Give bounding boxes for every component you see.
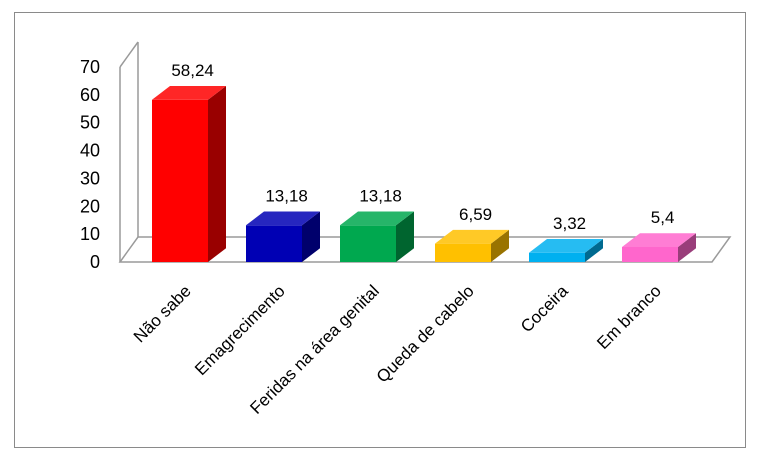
y-tick-label: 70 xyxy=(80,57,100,77)
bar-front xyxy=(246,225,302,262)
bar-front xyxy=(529,252,585,262)
category-label: Coceira xyxy=(517,281,572,336)
bar-side xyxy=(491,229,509,262)
bar-top xyxy=(622,233,696,247)
category-label: Não sabe xyxy=(130,281,195,346)
bar-side xyxy=(585,239,603,262)
bar-front xyxy=(340,225,396,262)
bar-top xyxy=(246,211,320,226)
y-tick-label: 0 xyxy=(90,252,100,272)
bar-top xyxy=(529,239,603,253)
data-label: 13,18 xyxy=(359,187,402,206)
category-label: Em branco xyxy=(593,281,665,353)
y-axis-top-edge xyxy=(119,41,139,68)
bar-top xyxy=(435,229,509,244)
bar-side xyxy=(302,211,320,262)
bar-top xyxy=(152,86,226,100)
chart-frame xyxy=(14,12,746,448)
y-tick-label: 50 xyxy=(80,113,100,133)
bar-side xyxy=(208,86,226,262)
y-tick-label: 10 xyxy=(80,224,100,244)
data-label: 5,4 xyxy=(651,208,675,227)
y-tick-label: 20 xyxy=(80,196,100,216)
y-tick-label: 40 xyxy=(80,141,100,161)
bar-front xyxy=(152,99,208,262)
category-label: Queda de cabelo xyxy=(373,281,478,386)
data-label: 3,32 xyxy=(553,214,586,233)
bar-top xyxy=(340,211,414,226)
y-tick-label: 30 xyxy=(80,168,100,188)
y-tick-label: 60 xyxy=(80,85,100,105)
bar-front xyxy=(435,243,491,262)
bar-side xyxy=(396,211,414,262)
category-label: Emagrecimento xyxy=(191,281,289,379)
data-label: 6,59 xyxy=(459,205,492,224)
data-label: 58,24 xyxy=(171,61,214,80)
bar-layer xyxy=(152,86,696,262)
bar-side xyxy=(678,233,696,262)
bar-front xyxy=(622,246,678,262)
data-label: 13,18 xyxy=(265,187,308,206)
